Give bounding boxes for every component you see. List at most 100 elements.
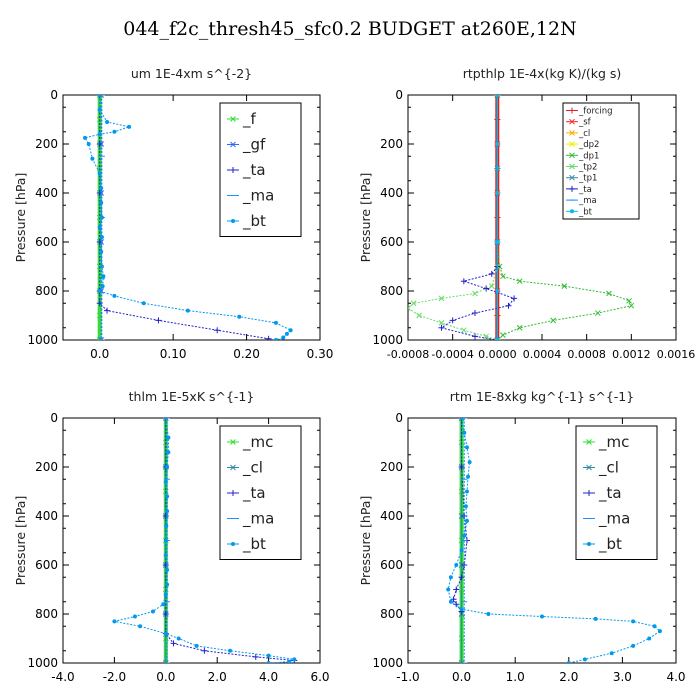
x-tick-label: 0.0004 — [523, 348, 562, 361]
data-point — [500, 332, 506, 338]
data-point — [540, 614, 544, 619]
data-point — [266, 653, 271, 658]
data-point — [155, 317, 162, 324]
data-point — [483, 333, 490, 340]
data-point — [165, 509, 170, 514]
series-group — [446, 418, 662, 663]
data-point — [105, 119, 110, 124]
data-point — [166, 450, 171, 455]
series-line-ta — [165, 418, 295, 661]
data-point — [99, 215, 104, 220]
data-point — [273, 338, 278, 340]
data-point — [495, 289, 500, 293]
y-tick-label: 400 — [380, 186, 403, 200]
data-point — [448, 575, 453, 580]
y-tick-label: 400 — [380, 509, 403, 523]
data-point — [488, 270, 495, 277]
data-point — [252, 653, 259, 660]
legend-marker — [230, 141, 236, 148]
data-point — [97, 225, 102, 230]
data-point — [132, 614, 137, 619]
data-point — [166, 435, 171, 440]
data-point — [472, 310, 478, 317]
data-point — [459, 548, 464, 553]
x-tick-label: 0.0 — [156, 670, 175, 684]
data-point — [472, 290, 478, 297]
data-point — [162, 611, 169, 617]
plot-frame — [62, 94, 321, 341]
data-point — [454, 563, 459, 567]
y-tick-label: 400 — [35, 186, 58, 200]
chart-title: rtpthlp 1E-4x(kg K)/(kg s) — [463, 66, 622, 81]
y-tick-label: 1000 — [372, 333, 403, 347]
data-point — [104, 307, 111, 314]
page-title: 044_f2c_thresh45_sfc0.2 BUDGET at260E,12… — [123, 18, 577, 40]
chart-3: thlm 1E-5xK s^{-1} Pressure [hPa] 0 200 400 6… — [13, 389, 330, 684]
data-point — [594, 310, 601, 316]
data-point — [163, 553, 168, 558]
legend-label: _ma — [242, 510, 274, 529]
legend-marker — [230, 167, 236, 173]
plot-frame — [407, 417, 677, 664]
data-point — [448, 599, 453, 604]
data-point — [127, 124, 132, 129]
x-tick-label: 4.0 — [666, 670, 685, 684]
legend-label: _forcing — [578, 107, 613, 117]
data-point — [165, 494, 170, 499]
data-point — [163, 592, 168, 597]
data-point — [97, 171, 102, 176]
data-point — [494, 95, 501, 98]
legend-marker — [586, 439, 592, 445]
data-point — [165, 582, 170, 587]
data-point — [161, 602, 166, 607]
legend-marker — [569, 174, 575, 181]
chart-2: rtpthlp 1E-4x(kg K)/(kg s) Pressure [hPa]… — [358, 66, 695, 361]
x-tick-label: -2.0 — [103, 670, 126, 684]
data-point — [112, 129, 117, 134]
x-tick-label: 0.0 — [452, 670, 471, 684]
data-point — [237, 314, 242, 319]
data-point — [438, 319, 445, 326]
x-tick-label: 4.0 — [259, 670, 278, 684]
x-tick-label: 0.0008 — [567, 348, 606, 361]
series-line-ta — [440, 266, 515, 340]
data-point — [511, 295, 518, 302]
data-point — [438, 324, 445, 331]
data-point — [593, 616, 598, 621]
data-point — [631, 643, 636, 648]
legend-marker — [570, 209, 574, 214]
legend-label: _ma — [578, 196, 597, 206]
data-point — [281, 335, 286, 340]
data-point — [90, 156, 95, 161]
series-line-ta — [99, 95, 269, 340]
legend-label: _ma — [242, 187, 274, 206]
data-point — [97, 132, 102, 137]
data-point — [652, 624, 657, 629]
legend-marker — [587, 542, 591, 546]
legend-label: _bt — [598, 535, 622, 554]
data-point — [450, 596, 457, 603]
y-tick-label: 800 — [35, 607, 58, 621]
data-point — [495, 338, 500, 340]
x-tick-label: -0.0004 — [431, 348, 473, 361]
data-point — [288, 328, 293, 333]
data-point — [273, 320, 278, 325]
data-point — [500, 273, 506, 280]
chart-title: thlm 1E-5xK s^{-1} — [129, 389, 255, 404]
x-tick-label: 2.0 — [208, 670, 227, 684]
legend-label: _bt — [242, 212, 266, 231]
x-tick-label: -1.0 — [396, 670, 419, 684]
data-point — [165, 465, 170, 469]
data-point — [83, 135, 88, 140]
legend-marker — [230, 464, 236, 471]
legend-label: _bt — [242, 535, 266, 554]
data-point — [458, 464, 465, 470]
legend-marker — [569, 141, 575, 147]
legend-marker — [569, 130, 575, 136]
data-point — [164, 523, 169, 528]
data-point — [266, 661, 271, 663]
data-point — [162, 513, 169, 519]
legend-label: _ta — [578, 185, 592, 195]
y-tick-label: 400 — [35, 509, 58, 523]
data-point — [626, 297, 632, 304]
